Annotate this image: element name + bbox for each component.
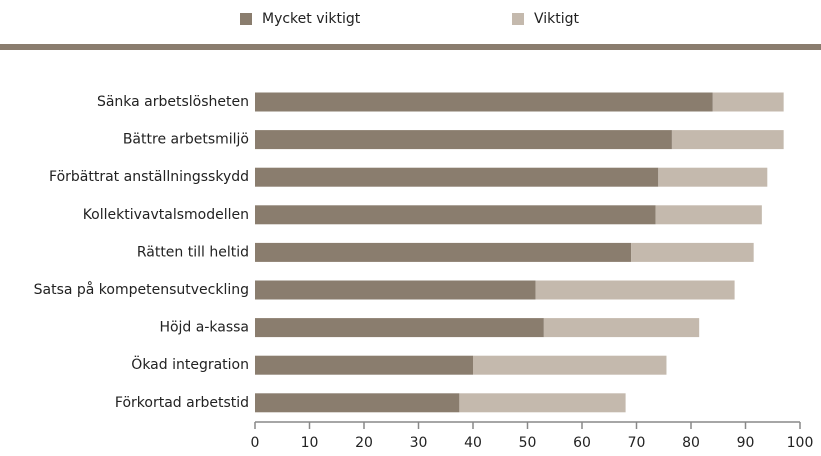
bar-segment (543, 318, 700, 338)
legend-swatch (240, 13, 252, 25)
bar-segment (255, 393, 460, 413)
legend-label: Viktigt (534, 11, 580, 27)
bar-segment (631, 242, 754, 262)
bar-segment (473, 355, 667, 375)
bar-segment (658, 167, 768, 187)
header-rule (0, 44, 821, 50)
legend-swatch (512, 13, 524, 25)
bar-segment (255, 355, 473, 375)
bar-segment (255, 242, 632, 262)
y-tick-label: Kollektivavtalsmodellen (83, 207, 249, 223)
y-tick-label: Satsa på kompetensutveckling (34, 281, 249, 298)
y-tick-label: Förkortad arbetstid (115, 395, 249, 411)
bar-segment (671, 130, 784, 150)
bar-segment (255, 280, 536, 300)
x-tick-label: 50 (519, 435, 537, 451)
x-tick-label: 100 (787, 435, 814, 451)
bar-segment (255, 167, 659, 187)
x-tick-label: 60 (573, 435, 591, 451)
bar-segment (655, 205, 762, 225)
legend-label: Mycket viktigt (262, 11, 361, 27)
x-tick-label: 90 (737, 435, 755, 451)
bar-segment (255, 130, 672, 150)
y-tick-label: Rätten till heltid (137, 244, 249, 260)
x-tick-label: 70 (628, 435, 646, 451)
y-tick-label: Sänka arbetslösheten (97, 94, 249, 110)
bar-segment (255, 318, 544, 338)
bar-segment (255, 205, 656, 225)
y-tick-label: Ökad integration (131, 355, 249, 373)
bar-segment (712, 92, 784, 112)
x-tick-label: 40 (464, 435, 482, 451)
y-tick-label: Höjd a-kassa (159, 320, 249, 336)
x-tick-label: 30 (410, 435, 428, 451)
x-tick-label: 80 (682, 435, 700, 451)
bar-segment (255, 92, 713, 112)
x-tick-label: 20 (355, 435, 373, 451)
y-tick-label: Bättre arbetsmiljö (123, 132, 249, 148)
bar-segment (535, 280, 735, 300)
x-tick-label: 0 (251, 435, 260, 451)
bar-segment (459, 393, 626, 413)
x-tick-label: 10 (301, 435, 319, 451)
y-tick-label: Förbättrat anställningsskydd (49, 169, 249, 185)
